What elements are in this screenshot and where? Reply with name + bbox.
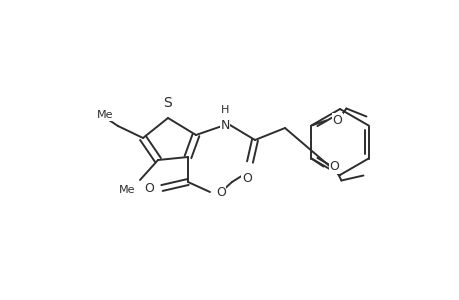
Text: O: O [216,185,225,199]
Text: O: O [144,182,154,194]
Text: N: N [220,118,229,131]
Text: O: O [332,114,341,127]
Text: O: O [329,160,339,173]
Text: Me: Me [118,185,134,195]
Text: H: H [220,105,229,115]
Text: Me: Me [96,110,113,120]
Text: O: O [241,172,252,185]
Text: S: S [163,96,172,110]
